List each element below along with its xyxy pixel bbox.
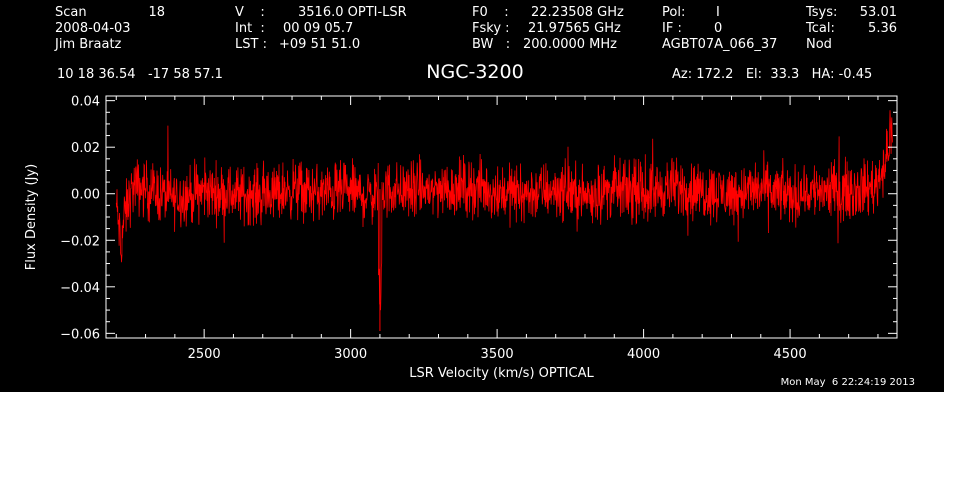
y-tick-label: −0.02: [60, 234, 100, 249]
integration-label: Int :: [235, 21, 265, 36]
procedure-name: Nod: [806, 37, 832, 52]
fsky-label: Fsky :: [472, 21, 510, 36]
integration-value: 00 09 05.7: [283, 21, 354, 36]
scan-number: 18: [148, 5, 165, 20]
spectrum-chart: 2500 3000 3500 4000 4500 −0.06 −0.04 −0.02 0.00 0…: [24, 95, 898, 381]
fsky-value: 21.97565 GHz: [528, 21, 621, 36]
x-tick-label: 3500: [481, 347, 514, 362]
velocity-value: 3516.0 OPTI-LSR: [298, 5, 407, 20]
spectrum-line: [115, 110, 893, 311]
if-label: IF :: [662, 21, 682, 36]
polarization-label: Pol:: [662, 5, 686, 20]
x-tick-label: 4000: [627, 347, 660, 362]
tsys-label: Tsys:: [806, 5, 838, 20]
bandwidth-label: BW :: [472, 37, 511, 52]
y-axis-label: Flux Density (Jy): [24, 164, 39, 270]
lst-value: +09 51 51.0: [279, 37, 361, 52]
source-title: NGC-3200: [426, 61, 524, 83]
source-coordinates: 10 18 36.54 -17 58 57.1: [57, 67, 223, 82]
scan-label: Scan: [55, 5, 87, 20]
tcal-value: 5.36: [868, 21, 897, 36]
f0-label: F0 :: [472, 5, 509, 20]
y-tick-label: 0.04: [71, 95, 100, 110]
x-tick-label: 4500: [774, 347, 807, 362]
axes: 2500 3000 3500 4000 4500 −0.06 −0.04 −0.02 0.00 0…: [60, 95, 897, 362]
project-id: AGBT07A_066_37: [662, 37, 778, 52]
lst-label: LST :: [235, 37, 267, 52]
spectrum-series: [115, 110, 893, 332]
x-tick-label: 2500: [188, 347, 221, 362]
polarization-value: I: [716, 5, 720, 20]
y-tick-label: 0.00: [71, 188, 100, 203]
y-tick-label: 0.02: [71, 141, 100, 156]
pointing-info: Az: 172.2 El: 33.3 HA: -0.45: [672, 67, 873, 82]
bandwidth-value: 200.0000 MHz: [523, 37, 617, 52]
x-axis-label: LSR Velocity (km/s) OPTICAL: [409, 366, 594, 381]
tsys-value: 53.01: [859, 5, 897, 20]
tcal-label: Tcal:: [806, 21, 835, 36]
obs-date: 2008-04-03: [55, 21, 131, 36]
timestamp: Mon May 6 22:24:19 2013: [780, 377, 915, 388]
x-tick-label: 3000: [334, 347, 367, 362]
velocity-label: V :: [235, 5, 265, 20]
y-tick-label: −0.04: [60, 281, 100, 296]
if-value: 0: [714, 21, 723, 36]
y-tick-label: −0.06: [60, 327, 100, 342]
f0-value: 22.23508 GHz: [531, 5, 624, 20]
observer-name: Jim Braatz: [55, 37, 122, 52]
